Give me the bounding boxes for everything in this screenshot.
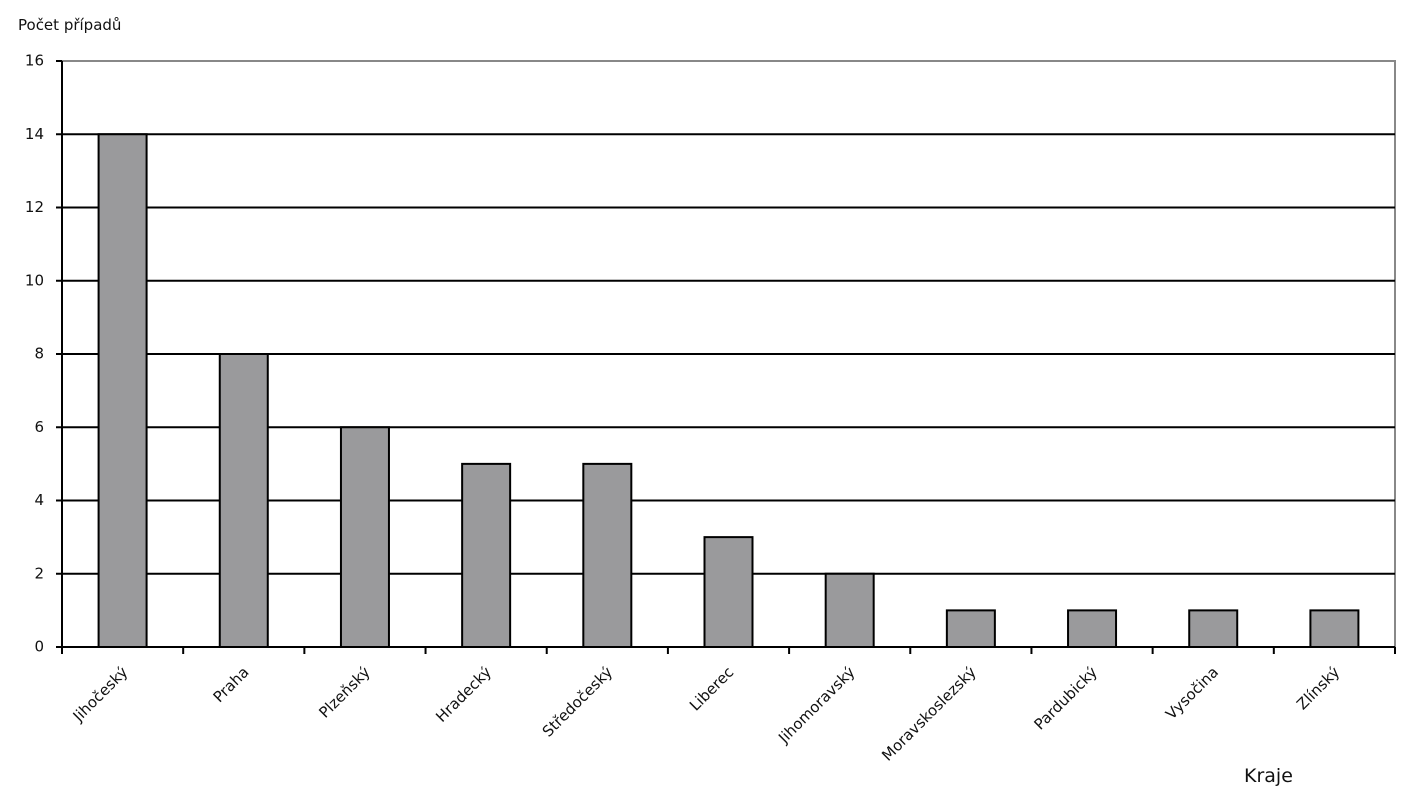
x-tick-label: Vysočina — [1162, 663, 1222, 723]
y-tick-label: 4 — [34, 491, 44, 509]
bar — [1309, 609, 1360, 648]
y-tick-label: 12 — [25, 198, 44, 216]
x-tick-label: Pardubický — [1031, 663, 1101, 733]
bar — [218, 353, 269, 648]
y-tick-label: 10 — [25, 271, 44, 289]
x-tick-label: Plzeňský — [315, 663, 374, 722]
x-tick-label: Praha — [210, 663, 253, 706]
bar — [945, 609, 996, 648]
bar — [1188, 609, 1239, 648]
y-tick-label: 16 — [25, 52, 44, 70]
bar — [339, 426, 390, 648]
y-axis-label: Počet případů — [18, 16, 121, 34]
y-tick-label: 6 — [34, 418, 44, 436]
bar — [461, 462, 512, 648]
x-tick-label: Hradecký — [432, 663, 495, 726]
plot-border — [62, 60, 1396, 647]
x-tick-label: Zlínský — [1293, 663, 1343, 713]
y-tick-label: 14 — [25, 125, 44, 143]
x-tick-label: Jihočeský — [69, 663, 132, 726]
y-tick-label: 8 — [34, 345, 44, 363]
bar — [824, 572, 875, 648]
x-tick-label: Liberec — [686, 663, 737, 714]
x-tick-label: Moravskoslezský — [878, 663, 980, 765]
y-tick-label: 0 — [34, 638, 44, 656]
x-axis-label: Kraje — [1244, 765, 1293, 787]
bar — [97, 133, 148, 648]
y-tick-label: 2 — [34, 564, 44, 582]
bar — [582, 462, 633, 648]
bar — [703, 536, 754, 648]
bar — [1067, 609, 1118, 648]
x-tick-label: Jihomoravský — [774, 663, 858, 747]
x-tick-label: Středočeský — [539, 663, 617, 741]
